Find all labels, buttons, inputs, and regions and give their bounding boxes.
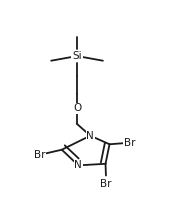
Text: N: N	[86, 131, 94, 141]
Text: Br: Br	[34, 150, 45, 160]
Text: O: O	[73, 103, 81, 113]
Text: Si: Si	[72, 51, 82, 61]
Text: Br: Br	[100, 179, 112, 189]
Text: N: N	[75, 160, 82, 170]
Text: Br: Br	[124, 138, 136, 148]
